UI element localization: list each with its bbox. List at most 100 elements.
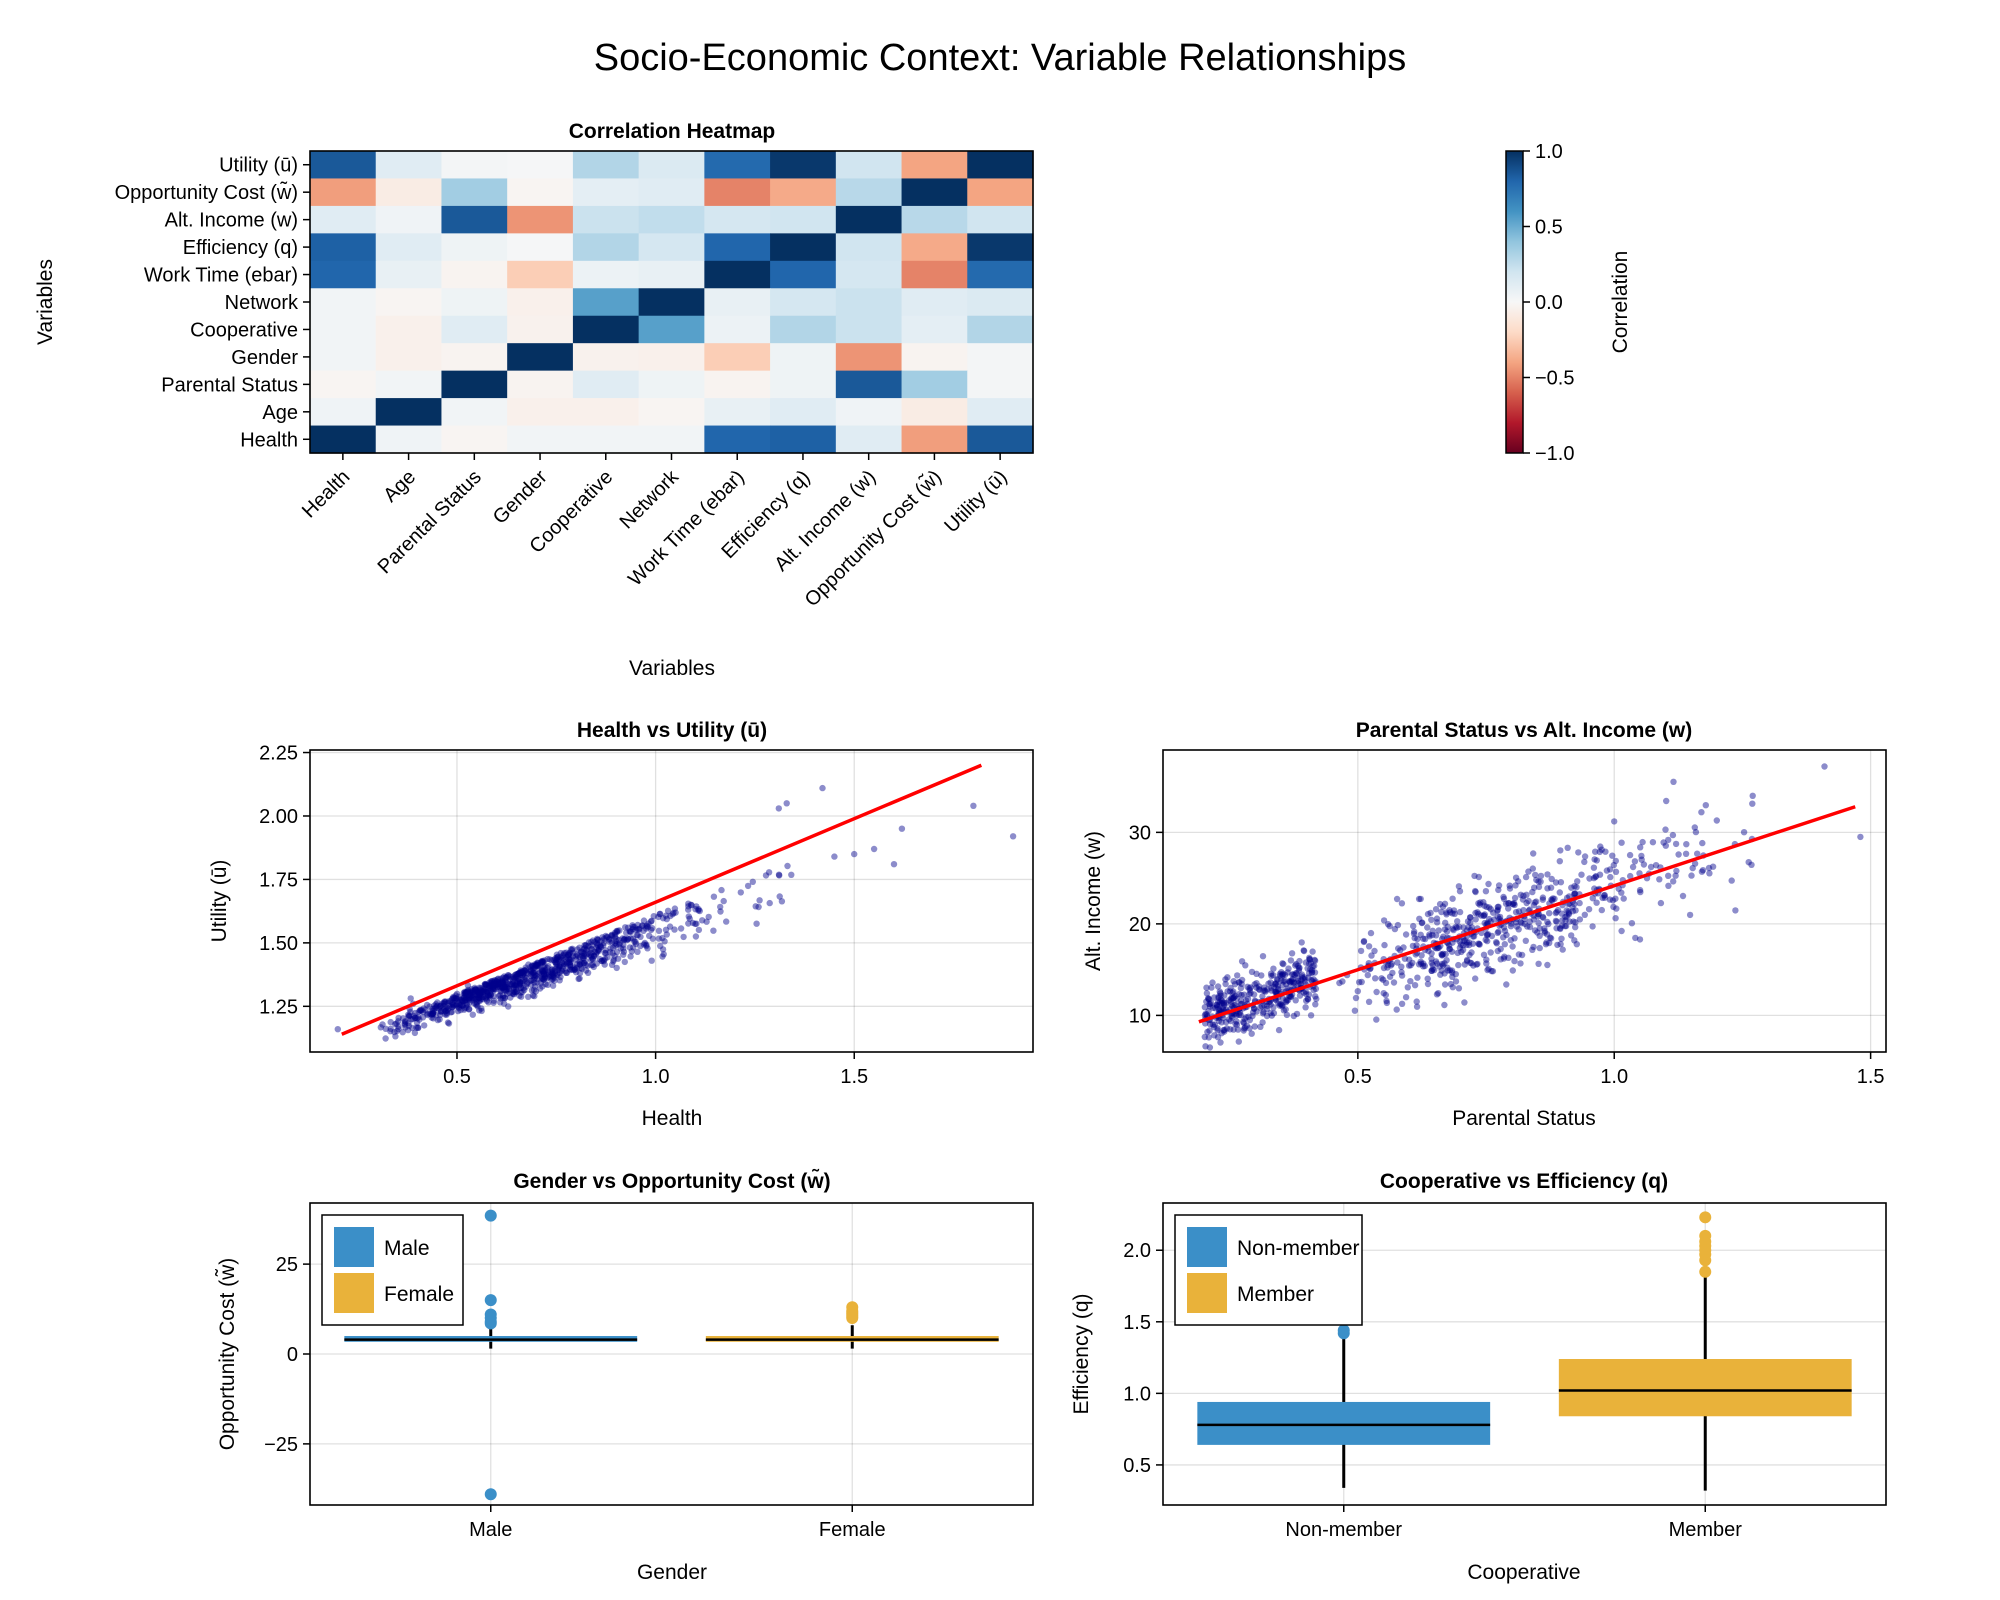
scatter2-point <box>1530 943 1537 951</box>
heatmap-cell <box>310 425 377 454</box>
scatter1-point <box>490 980 497 987</box>
scatter1-point <box>514 970 522 978</box>
scatter2-point <box>1537 872 1545 880</box>
scatter1-point <box>429 1010 436 1017</box>
scatter1-point <box>516 980 524 988</box>
scatter2-point <box>1485 965 1492 972</box>
scatter1-point <box>596 955 603 963</box>
scatter2-point <box>1262 988 1269 995</box>
scatter2-point <box>1471 872 1478 880</box>
scatter2-point <box>1250 991 1258 998</box>
scatter2-point <box>1484 931 1491 938</box>
scatter1-point <box>624 936 632 943</box>
scatter1-point <box>482 981 490 989</box>
scatter1-point <box>448 996 456 1003</box>
scatter1-point <box>621 958 628 966</box>
scatter2-point <box>1257 1023 1264 1030</box>
scatter1-point <box>527 972 535 980</box>
scatter1-point <box>453 1001 460 1008</box>
scatter1-point <box>497 988 504 995</box>
heatmap-cell <box>638 151 705 180</box>
scatter1-point <box>720 897 727 905</box>
scatter2-point <box>1472 888 1479 896</box>
heatmap-cell <box>441 260 508 289</box>
scatter1-point <box>490 997 498 1004</box>
scatter2-point <box>1469 940 1477 947</box>
scatter1-point <box>551 977 558 984</box>
scatter1-point <box>399 1029 406 1036</box>
scatter1-point <box>450 1001 457 1008</box>
scatter1-point <box>464 982 472 989</box>
scatter1-point <box>591 938 598 946</box>
scatter1-point <box>525 961 532 968</box>
scatter1-point <box>561 949 568 957</box>
scatter1-point <box>553 961 560 968</box>
scatter2-point <box>1713 817 1721 824</box>
scatter1-point <box>460 998 467 1005</box>
scatter1-point <box>471 984 478 991</box>
scatter1-point <box>449 995 456 1002</box>
scatter2-point <box>1524 923 1531 930</box>
scatter1-x-tick-label: 1.5 <box>840 1066 868 1088</box>
scatter1-point <box>467 989 474 996</box>
scatter2-point <box>1304 995 1311 1003</box>
scatter1-point <box>531 964 538 971</box>
scatter2-point <box>1483 956 1490 963</box>
scatter2-point <box>1290 979 1297 986</box>
scatter2-point <box>1612 895 1619 902</box>
scatter2-point <box>1230 978 1237 985</box>
scatter1-point <box>520 985 527 992</box>
scatter2-point <box>1439 950 1447 957</box>
scatter2-point <box>1437 971 1444 978</box>
scatter1-point <box>509 978 517 986</box>
scatter2-point <box>1562 917 1569 924</box>
scatter1-point <box>544 968 552 976</box>
scatter2-point <box>1432 958 1440 965</box>
scatter2-point <box>1519 896 1527 903</box>
scatter1-point <box>566 962 574 969</box>
scatter2-point <box>1214 1027 1221 1034</box>
scatter2-point <box>1241 991 1248 998</box>
scatter2-point <box>1220 1000 1228 1007</box>
scatter2-title: Parental Status vs Alt. Income (w) <box>1356 719 1692 742</box>
heatmap-x-axis-label: Variables <box>629 657 715 680</box>
scatter1-point <box>556 955 563 963</box>
scatter1-point <box>497 980 504 987</box>
scatter2-point <box>1270 965 1277 972</box>
scatter1-point <box>539 975 546 982</box>
scatter1-point <box>393 1020 400 1027</box>
scatter1-point <box>506 976 514 983</box>
scatter1-point <box>623 929 630 936</box>
gender-vs-opportunity-cost-panel: Gender vs Opportunity Cost (w̃) Male Fema… <box>216 1169 1034 1584</box>
scatter1-point <box>670 909 677 917</box>
scatter2-point <box>1201 1004 1209 1011</box>
scatter2-point <box>1679 892 1687 900</box>
scatter2-point <box>1566 893 1573 900</box>
scatter1-point <box>395 1025 402 1033</box>
scatter2-point <box>1525 897 1532 905</box>
scatter2-point <box>1589 923 1596 930</box>
scatter1-point <box>516 969 523 976</box>
scatter1-point <box>616 939 624 947</box>
scatter1-point <box>545 963 552 970</box>
scatter2-point <box>1293 1010 1301 1018</box>
scatter1-point <box>566 956 573 963</box>
scatter1-point <box>602 950 609 957</box>
box2-x-tick-label: Member <box>1669 1519 1743 1541</box>
scatter1-point <box>470 996 477 1003</box>
scatter1-y-tick-label: 2.25 <box>259 743 298 765</box>
scatter1-point <box>439 1000 446 1007</box>
scatter2-point <box>1270 983 1277 991</box>
scatter1-point <box>539 958 546 965</box>
scatter1-point <box>429 1005 436 1013</box>
heatmap-cell <box>967 288 1034 317</box>
scatter1-point <box>399 1015 407 1022</box>
scatter1-point <box>634 931 641 939</box>
scatter1-point <box>517 969 524 976</box>
scatter1-point <box>583 946 590 953</box>
scatter1-point <box>415 1024 422 1032</box>
scatter1-point <box>612 937 619 944</box>
scatter2-point <box>1286 979 1294 986</box>
scatter1-point <box>411 1029 419 1037</box>
scatter2-point <box>1365 943 1373 950</box>
